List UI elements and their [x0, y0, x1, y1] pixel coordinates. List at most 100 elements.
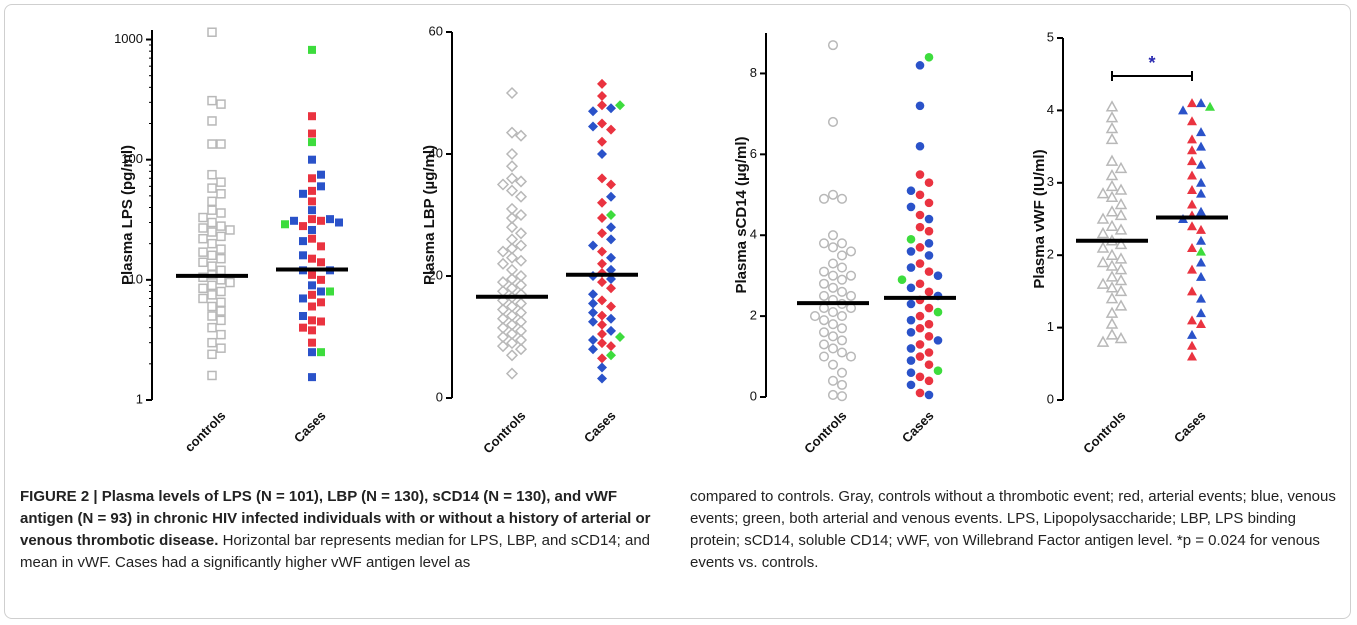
point: [1196, 188, 1206, 198]
point: [924, 376, 934, 386]
point: [1114, 299, 1128, 311]
point: [496, 340, 510, 353]
point: [505, 126, 519, 139]
point: [514, 343, 528, 356]
point: [207, 322, 217, 333]
point: [588, 289, 598, 300]
point: [505, 251, 519, 264]
point: [317, 298, 325, 307]
point: [1196, 235, 1206, 245]
point: [588, 240, 598, 251]
point: [1096, 226, 1110, 239]
point: [827, 343, 839, 354]
point: [317, 317, 325, 326]
point: [924, 239, 934, 248]
point: [1205, 101, 1215, 111]
point: [615, 332, 625, 342]
point: [505, 221, 519, 234]
point: [216, 189, 226, 199]
point: [1114, 331, 1128, 344]
point: [845, 246, 857, 257]
y-tick-label: 6: [750, 146, 757, 161]
point: [308, 155, 316, 164]
point: [588, 121, 598, 132]
point: [505, 184, 519, 197]
point: [836, 379, 848, 390]
point: [827, 319, 839, 330]
point: [818, 266, 830, 277]
point: [1105, 259, 1119, 271]
point: [906, 315, 916, 325]
point: [1196, 177, 1206, 187]
point: [915, 222, 925, 232]
point: [836, 335, 848, 346]
point: [308, 234, 316, 243]
y-tick-label: 0: [1047, 391, 1054, 406]
y-tick-label: 0: [436, 389, 443, 404]
point: [906, 234, 916, 244]
point: [924, 360, 934, 369]
point: [308, 225, 316, 234]
point: [207, 349, 217, 360]
point: [207, 337, 217, 348]
point: [588, 335, 598, 346]
point: [597, 328, 607, 339]
point: [1187, 145, 1197, 155]
point: [924, 198, 934, 208]
point: [317, 258, 325, 267]
point: [818, 351, 830, 362]
point: [597, 118, 607, 129]
point: [308, 281, 316, 290]
point: [915, 372, 925, 382]
point: [606, 301, 616, 312]
point: [281, 220, 289, 229]
point: [207, 217, 217, 228]
point: [1196, 206, 1206, 216]
point: [933, 336, 943, 345]
point: [906, 283, 916, 293]
point: [216, 343, 226, 353]
y-tick-label: 8: [750, 65, 757, 80]
point: [1187, 351, 1197, 361]
point: [1187, 315, 1197, 325]
point: [1187, 156, 1197, 166]
point: [308, 129, 316, 138]
point: [1096, 212, 1110, 224]
x-tick-label: Controls: [801, 408, 849, 456]
point: [1096, 255, 1110, 268]
point: [198, 257, 208, 268]
point: [1114, 273, 1128, 286]
point: [588, 106, 598, 117]
point: [1105, 100, 1119, 112]
point: [597, 149, 607, 159]
x-tick-label: controls: [182, 408, 229, 455]
point: [1096, 277, 1110, 289]
point: [496, 178, 510, 191]
point: [514, 190, 528, 203]
point: [924, 319, 934, 329]
point: [906, 368, 916, 378]
point: [597, 319, 607, 330]
point: [915, 141, 925, 151]
y-axis-label: Plasma vWF (IU/ml): [1031, 149, 1048, 288]
point: [818, 339, 830, 350]
point: [606, 103, 616, 114]
point: [924, 390, 934, 400]
point: [1187, 286, 1197, 296]
point: [606, 191, 616, 202]
point: [1105, 190, 1119, 203]
point: [299, 237, 307, 246]
point: [225, 225, 235, 235]
significance-bracket: [1111, 71, 1193, 81]
point: [1187, 116, 1197, 126]
point: [335, 218, 343, 227]
point: [308, 270, 316, 279]
point: [827, 242, 839, 253]
caption-text: compared to controls. Gray, controls wit…: [690, 488, 1336, 571]
point: [1105, 328, 1119, 340]
point: [317, 287, 325, 296]
point: [597, 100, 607, 111]
point: [308, 348, 316, 357]
point: [597, 277, 607, 288]
